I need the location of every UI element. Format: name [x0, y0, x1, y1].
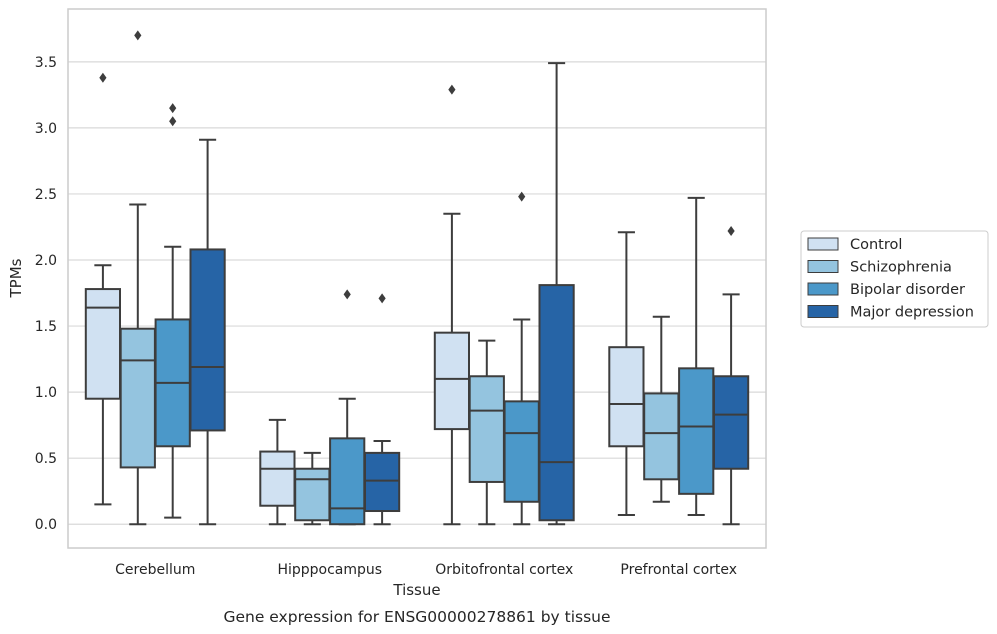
box	[329, 437, 366, 526]
legend: Control Schizophrenia Bipolar disorder Majo…	[800, 230, 989, 328]
box	[643, 392, 680, 481]
x-tick-labels: Cerebellum Hipppocampus Orbitofrontal cort…	[115, 562, 737, 578]
outlier-point	[99, 72, 107, 83]
legend-label: Schizophrenia	[850, 260, 952, 276]
box-plot	[468, 339, 505, 526]
outlier-point	[343, 289, 351, 300]
y-tick-labels: 0.0 0.5 1.0 1.5 2.0 2.5 3.0 3.5	[35, 55, 57, 533]
box	[712, 375, 750, 470]
x-tick-label: Prefrontal cortex	[620, 562, 737, 578]
y-tick-label: 2.5	[35, 187, 57, 203]
plot-frame	[67, 8, 767, 549]
box	[468, 375, 505, 483]
box-groups	[84, 30, 750, 526]
box-plot	[363, 293, 401, 526]
y-axis-label: TPMs	[7, 258, 25, 298]
chart-caption: Gene expression for ENSG00000278861 by t…	[223, 608, 610, 626]
box-plot	[189, 138, 226, 526]
box-plot	[608, 231, 645, 516]
box-plot	[538, 62, 575, 526]
y-tick-label: 1.5	[35, 319, 57, 335]
outlier-point	[727, 225, 735, 236]
y-tick-label: 3.0	[35, 121, 57, 137]
legend-frame	[800, 230, 989, 328]
legend-label: Bipolar disorder	[850, 282, 965, 298]
series-schizophrenia	[119, 30, 680, 526]
box-plot	[259, 418, 296, 526]
box	[678, 367, 715, 495]
box	[84, 288, 122, 400]
x-tick-label: Hipppocampus	[277, 562, 382, 578]
y-tick-label: 2.0	[35, 253, 57, 269]
outlier-point	[378, 293, 386, 304]
outlier-point	[134, 30, 142, 41]
box-plot	[712, 225, 750, 526]
outlier-point	[448, 84, 456, 95]
outlier-point	[169, 116, 177, 127]
legend-label: Control	[850, 237, 902, 253]
legend-swatch	[807, 282, 839, 296]
box	[433, 331, 471, 431]
y-tick-label: 0.5	[35, 451, 57, 467]
x-tick-label: Cerebellum	[115, 562, 195, 578]
box	[503, 400, 540, 503]
legend-label: Major depression	[850, 305, 974, 321]
box-plot	[503, 191, 540, 526]
box	[259, 450, 296, 507]
box-plot	[154, 103, 191, 519]
box	[189, 248, 226, 432]
y-tick-label: 1.0	[35, 385, 57, 401]
outlier-point	[518, 191, 526, 202]
box	[119, 327, 156, 469]
y-tick-label: 0.0	[35, 517, 57, 533]
box	[363, 451, 401, 513]
series-bipolar-disorder	[154, 103, 715, 526]
legend-swatch	[807, 260, 839, 273]
box	[294, 467, 331, 522]
x-tick-label: Orbitofrontal cortex	[435, 562, 573, 578]
box-plot	[119, 30, 156, 526]
y-tick-label: 3.5	[35, 55, 57, 71]
box-plot	[84, 72, 122, 506]
box	[538, 284, 575, 522]
legend-swatch	[807, 305, 839, 318]
series-major-depression	[189, 62, 750, 526]
box	[608, 346, 645, 448]
outlier-point	[169, 103, 177, 114]
x-axis-label: Tissue	[392, 581, 440, 599]
legend-swatch	[807, 237, 839, 251]
